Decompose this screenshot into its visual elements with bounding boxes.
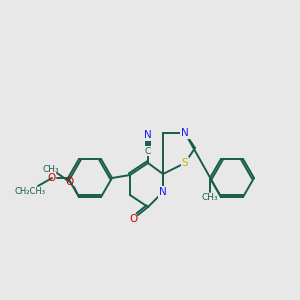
Text: C: C (145, 146, 151, 155)
Text: O: O (66, 177, 74, 187)
Text: CH₃: CH₃ (43, 165, 59, 174)
Text: O: O (130, 214, 138, 224)
Text: N: N (181, 128, 189, 138)
Text: N: N (144, 130, 152, 140)
Text: S: S (182, 158, 188, 168)
Text: CH₃: CH₃ (202, 193, 218, 202)
Text: O: O (48, 173, 56, 183)
Text: CH₂CH₃: CH₂CH₃ (14, 187, 46, 196)
Text: N: N (159, 187, 167, 197)
